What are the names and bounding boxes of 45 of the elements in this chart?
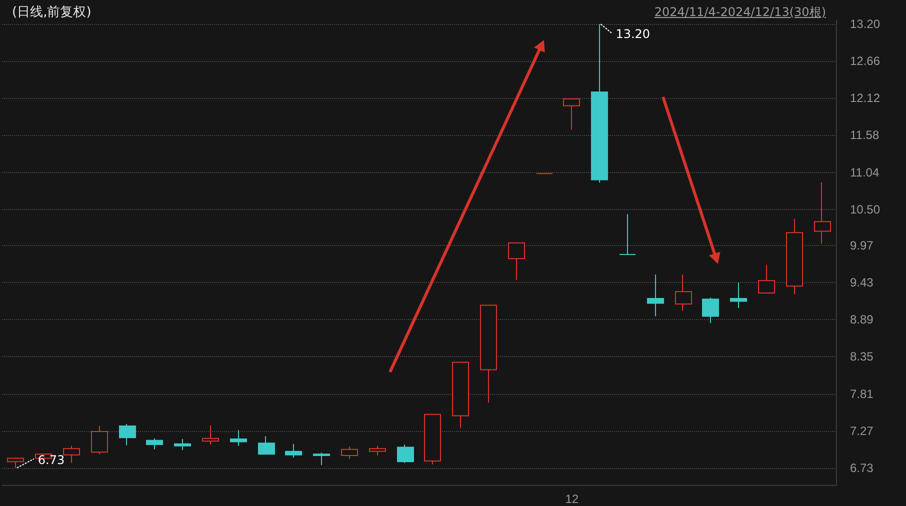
y-tick-label: 11.58 (850, 128, 880, 142)
candlestick (285, 443, 302, 458)
candlestick (63, 445, 80, 464)
candlestick (758, 264, 775, 294)
candlestick (675, 274, 692, 312)
candlestick (786, 218, 803, 295)
y-tick-label: 6.73 (850, 460, 874, 475)
candlestick (619, 214, 636, 256)
candlestick (7, 458, 24, 468)
y-tick-label: 8.35 (850, 350, 874, 364)
candlestick (146, 438, 163, 450)
candlestick (91, 426, 108, 455)
candlestick (119, 423, 136, 446)
y-tick-label: 7.27 (850, 424, 874, 438)
y-tick-label: 12.12 (850, 91, 880, 106)
candlestick (563, 98, 580, 130)
y-tick-label: 13.20 (850, 17, 880, 32)
annotation: 13.20 (616, 27, 650, 42)
candlestick (202, 424, 219, 446)
candlestick (702, 297, 719, 324)
candlestick (230, 430, 247, 446)
candlestick (480, 304, 497, 404)
candlestick (174, 438, 191, 451)
candlestick (341, 446, 358, 460)
y-tick-label: 10.50 (850, 202, 880, 216)
candlestick (424, 414, 441, 465)
candlestick (397, 444, 414, 464)
candlestick (508, 242, 525, 280)
y-tick-label: 11.04 (850, 165, 880, 180)
candlestick (313, 452, 330, 466)
candlestick (452, 362, 469, 429)
chart-subtitle: 2024/11/4-2024/12/13(30根) (654, 4, 826, 21)
y-tick-label: 12.66 (850, 54, 880, 68)
annotation: 6.73 (38, 452, 65, 467)
y-tick-label: 9.97 (850, 238, 874, 253)
candlestick (814, 182, 831, 244)
y-tick-label: 7.81 (850, 386, 874, 401)
candlestick (647, 274, 664, 317)
x-tick-label: 12 (565, 492, 579, 506)
y-tick-label: 9.43 (850, 276, 874, 290)
y-tick-label: 8.89 (850, 312, 874, 327)
candlestick (730, 282, 747, 309)
candlestick (258, 436, 275, 455)
chart-title: (日线,前复权) (12, 4, 92, 21)
candlestick (369, 445, 386, 456)
